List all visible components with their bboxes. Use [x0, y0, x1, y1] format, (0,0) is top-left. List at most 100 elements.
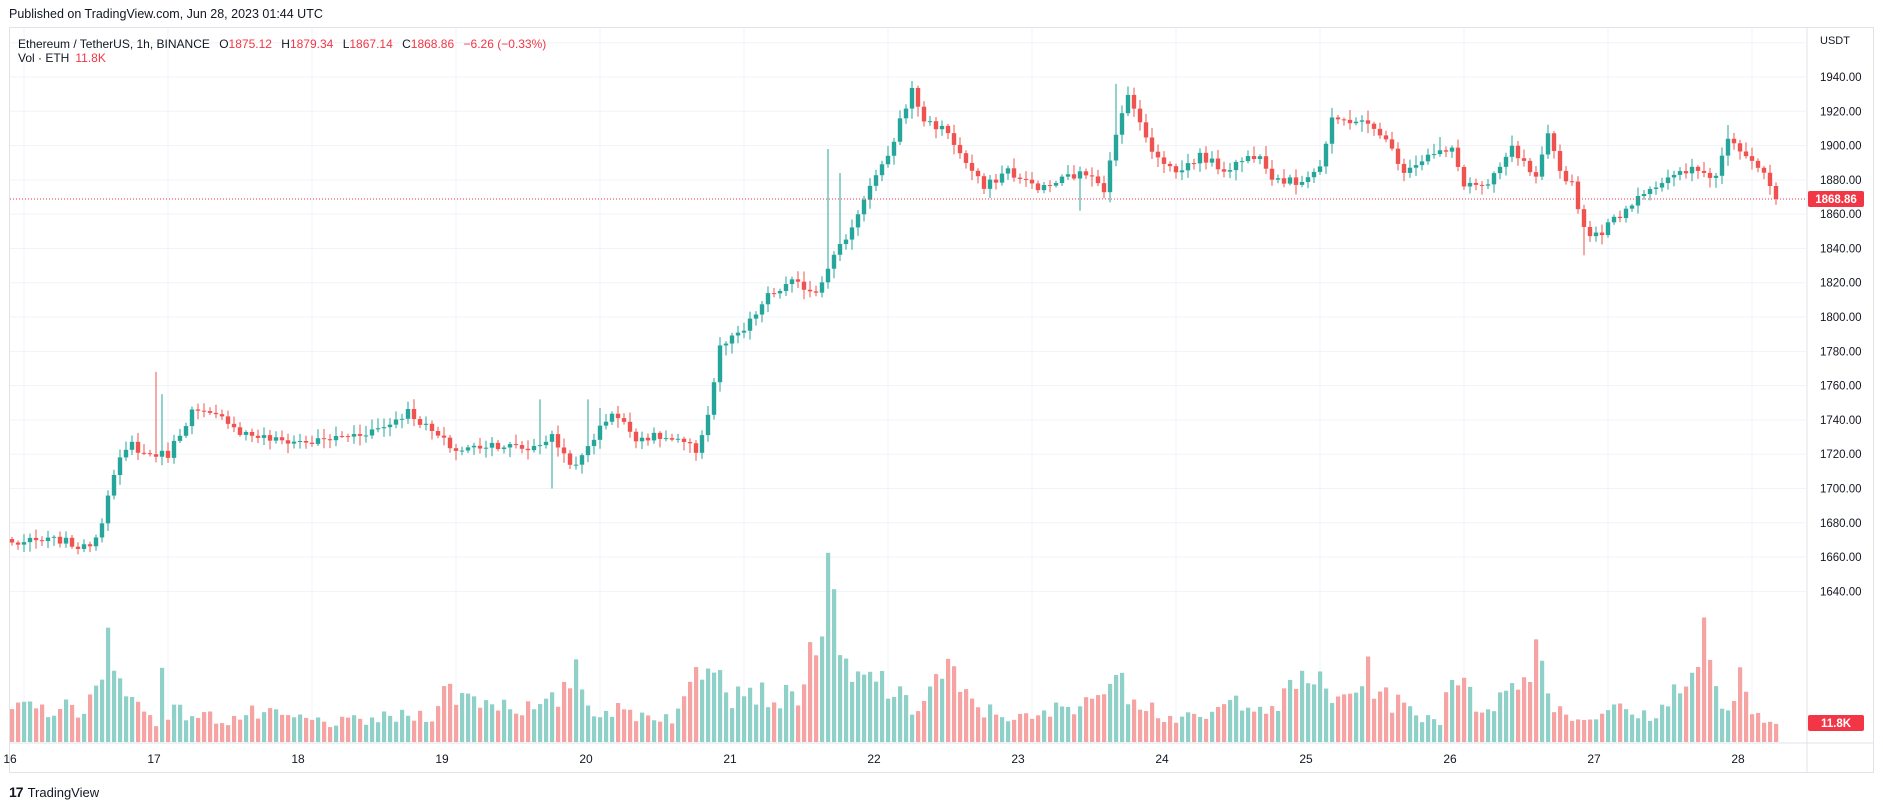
candle-body [975, 170, 981, 177]
candle-body [1251, 156, 1257, 160]
volume-bar [946, 658, 951, 742]
candle-body [537, 445, 543, 447]
volume-bar [850, 681, 855, 742]
candle-body [1647, 188, 1653, 195]
candle-body [603, 421, 609, 426]
candle-body [1725, 138, 1731, 156]
volume-bar [1078, 706, 1083, 742]
volume-bar [508, 709, 513, 742]
candle-body [1497, 166, 1503, 174]
volume-bar [1444, 692, 1449, 742]
volume-bar [538, 704, 543, 742]
volume-bar [118, 678, 123, 742]
volume-bar [580, 689, 585, 742]
candle-body [1599, 232, 1605, 236]
y-tick-label: 1660.00 [1820, 552, 1862, 564]
volume-bar [1030, 718, 1035, 742]
volume-bar [1570, 720, 1575, 742]
candle-body [1593, 232, 1599, 237]
current-price-tag [1808, 190, 1864, 207]
volume-bar [1576, 719, 1581, 742]
volume-bar [562, 681, 567, 742]
candle-body [1305, 177, 1311, 182]
chart-frame [9, 27, 1874, 773]
candle-body [1017, 177, 1023, 179]
volume-bar [58, 709, 63, 742]
volume-bar [1354, 692, 1359, 742]
candle-body [645, 437, 651, 441]
candle-body [1635, 196, 1641, 206]
candle-body [1575, 181, 1581, 210]
volume-bar [160, 667, 165, 742]
open-label: O [219, 37, 229, 51]
candle-body [369, 429, 375, 436]
candle-body [21, 542, 27, 545]
volume-bar [1312, 684, 1317, 742]
volume-bar [688, 681, 693, 742]
volume-bar [1654, 718, 1659, 742]
volume-bar [1300, 670, 1305, 742]
candle-body [63, 537, 69, 544]
candle-body [45, 537, 51, 541]
volume-bar [1126, 704, 1131, 742]
candle-body [1425, 154, 1431, 162]
volume-bar [430, 721, 435, 742]
candle-body [429, 423, 435, 432]
candle-body [351, 434, 357, 437]
candle-body [813, 291, 819, 293]
candle-body [1365, 120, 1371, 124]
candle-body [345, 436, 351, 438]
candle-body [477, 445, 483, 449]
tradingview-logo-icon: 17 [9, 784, 24, 800]
brand-name: TradingView [27, 784, 100, 800]
candle-body [1041, 185, 1047, 191]
volume-bar [82, 713, 87, 742]
candle-body [711, 382, 717, 415]
volume-bar [1120, 672, 1125, 742]
volume-bar [1642, 710, 1647, 742]
volume-bar [178, 704, 183, 742]
volume-bar [1660, 704, 1665, 742]
volume-bar [358, 718, 363, 742]
volume-bar [1204, 718, 1209, 742]
volume-bar [772, 702, 777, 742]
candle-body [57, 536, 63, 544]
candle-body [285, 440, 291, 444]
volume-bar [406, 715, 411, 742]
x-tick-label: 21 [723, 752, 737, 766]
volume-bar [676, 708, 681, 742]
volume-bar [166, 719, 171, 742]
volume-bar [1648, 720, 1653, 742]
volume-bar [1684, 686, 1689, 742]
volume-bar [10, 709, 15, 742]
candle-body [1233, 161, 1239, 171]
candle-body [1023, 178, 1029, 180]
volume-bar [352, 715, 357, 742]
footer-brand[interactable]: 17 TradingView [9, 784, 99, 800]
candle-body [471, 445, 477, 448]
volume-bar [970, 698, 975, 742]
volume-bar [88, 694, 93, 742]
candle-body [381, 427, 387, 429]
volume-bar [940, 678, 945, 742]
volume-bar [154, 726, 159, 742]
candle-body [831, 254, 837, 269]
candle-body [1413, 165, 1419, 168]
volume-bar [1546, 693, 1551, 742]
y-tick-label: 1700.00 [1820, 483, 1862, 495]
volume-bar [298, 714, 303, 742]
candle-body [789, 279, 795, 285]
volume-bar [958, 691, 963, 742]
volume-bar [322, 721, 327, 742]
volume-bar [1738, 667, 1743, 742]
volume-bar [46, 717, 51, 742]
candle-body [1335, 117, 1341, 120]
volume-bar [502, 699, 507, 742]
candle-body [1377, 128, 1383, 136]
volume-bar [1036, 715, 1041, 742]
candle-body [915, 87, 921, 107]
candle-body [855, 214, 861, 228]
volume-bar [1096, 695, 1101, 742]
current-volume-label: 11.8K [1821, 718, 1852, 730]
